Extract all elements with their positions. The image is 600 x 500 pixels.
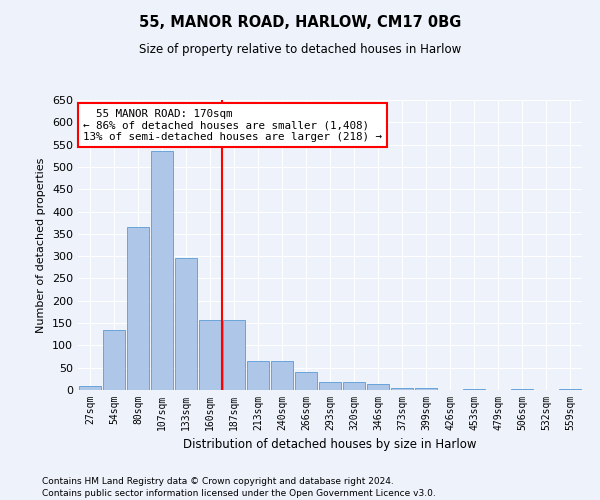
Bar [319, 382, 341, 390]
Bar [415, 388, 437, 390]
Bar [127, 227, 149, 390]
Bar [151, 152, 173, 390]
Bar [511, 388, 533, 390]
Bar [343, 382, 365, 390]
Text: 55, MANOR ROAD, HARLOW, CM17 0BG: 55, MANOR ROAD, HARLOW, CM17 0BG [139, 15, 461, 30]
Bar [79, 386, 101, 390]
Y-axis label: Number of detached properties: Number of detached properties [37, 158, 46, 332]
Text: 55 MANOR ROAD: 170sqm
← 86% of detached houses are smaller (1,408)
13% of semi-d: 55 MANOR ROAD: 170sqm ← 86% of detached … [83, 108, 382, 142]
Bar [391, 388, 413, 390]
Bar [295, 372, 317, 390]
Bar [223, 320, 245, 390]
Text: Size of property relative to detached houses in Harlow: Size of property relative to detached ho… [139, 42, 461, 56]
Bar [175, 258, 197, 390]
Bar [199, 320, 221, 390]
X-axis label: Distribution of detached houses by size in Harlow: Distribution of detached houses by size … [183, 438, 477, 452]
Bar [367, 384, 389, 390]
Text: Contains public sector information licensed under the Open Government Licence v3: Contains public sector information licen… [42, 489, 436, 498]
Bar [247, 361, 269, 390]
Bar [463, 388, 485, 390]
Text: Contains HM Land Registry data © Crown copyright and database right 2024.: Contains HM Land Registry data © Crown c… [42, 478, 394, 486]
Bar [559, 388, 581, 390]
Bar [103, 330, 125, 390]
Bar [271, 361, 293, 390]
